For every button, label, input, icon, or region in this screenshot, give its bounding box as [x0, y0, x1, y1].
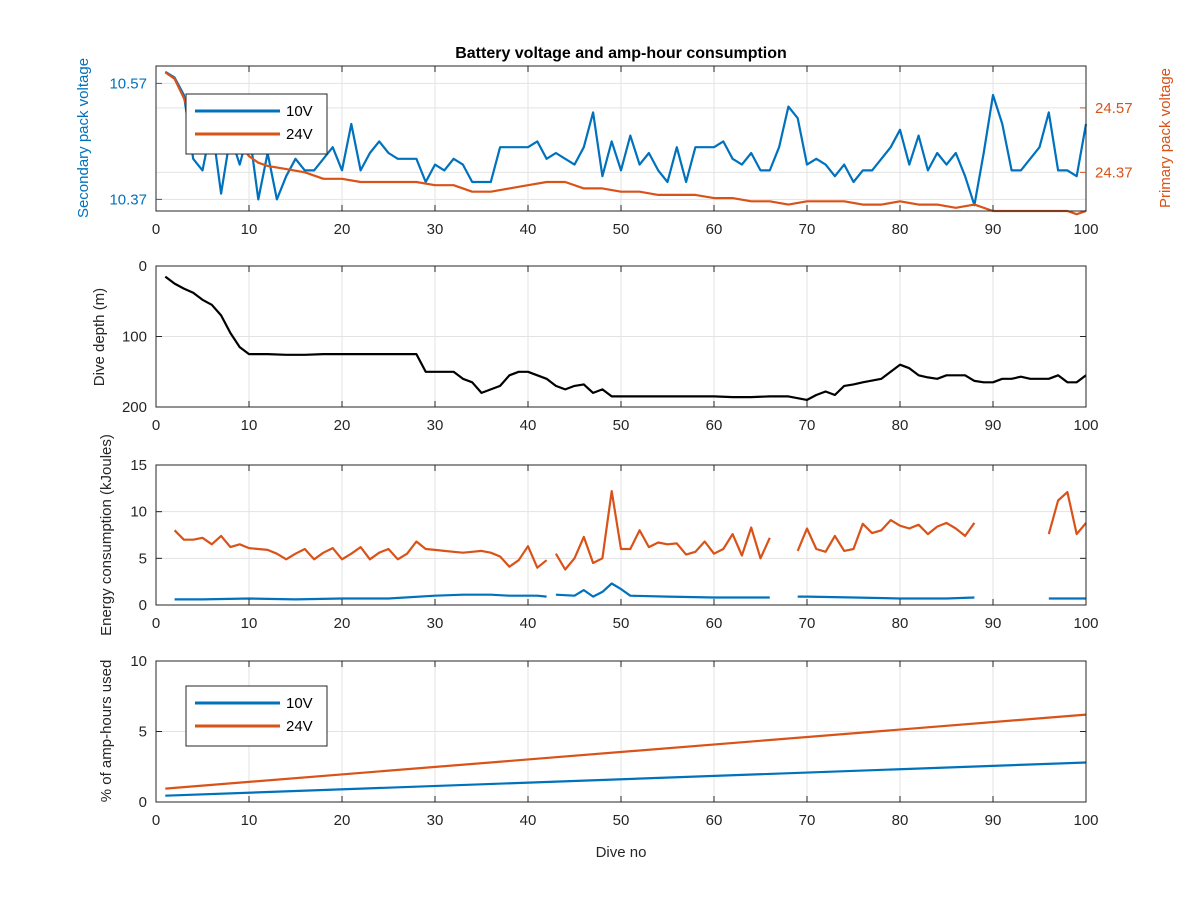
voltage-right-y-tick-label: 24.57: [1095, 100, 1133, 117]
energy-x-tick-label: 100: [1073, 615, 1098, 632]
voltage-x-tick-label: 10: [241, 221, 258, 238]
amphour-y-tick-label: 10: [130, 653, 147, 670]
amphour-xlabel: Dive no: [596, 844, 647, 861]
amphour-x-tick-label: 90: [985, 812, 1002, 829]
voltage-y-tick-label: 10.37: [109, 191, 147, 208]
voltage-x-tick-label: 60: [706, 221, 723, 238]
depth-x-tick-label: 100: [1073, 417, 1098, 434]
voltage-x-tick-label: 40: [520, 221, 537, 238]
depth-x-tick-label: 50: [613, 417, 630, 434]
voltage-24v-series-line: [164, 71, 1087, 216]
energy-x-tick-label: 70: [799, 615, 816, 632]
energy-y-tick-label: 5: [139, 550, 147, 567]
voltage-right-y-tick-label: 24.37: [1095, 164, 1133, 181]
chart-title: Battery voltage and amp-hour consumption: [455, 45, 787, 62]
amphour-10v-series-line: [165, 761, 1087, 797]
energy-x-tick-label: 50: [613, 615, 630, 632]
depth-y-tick-label: 0: [139, 258, 147, 275]
amphour-x-tick-label: 50: [613, 812, 630, 829]
amphour-x-tick-label: 0: [152, 812, 160, 829]
amphour-x-tick-label: 30: [427, 812, 444, 829]
amphour-y-tick-label: 5: [139, 724, 147, 741]
voltage-legend-label-10v: 10V: [286, 103, 313, 120]
energy-x-tick-label: 90: [985, 615, 1002, 632]
energy-ylabel: Energy consumption (kJoules): [98, 434, 115, 636]
amphour-x-tick-label: 100: [1073, 812, 1098, 829]
amphour-legend-label-10v: 10V: [286, 695, 313, 712]
depth-plot: 0 10 20 30 40 50 60 70 80 90 100 0 100 200: [122, 258, 1099, 434]
voltage-x-tick-label: 70: [799, 221, 816, 238]
energy-x-tick-label: 80: [892, 615, 909, 632]
voltage-x-tick-label: 80: [892, 221, 909, 238]
depth-x-tick-label: 60: [706, 417, 723, 434]
amphour-x-tick-label: 40: [520, 812, 537, 829]
voltage-y-tick-label: 10.57: [109, 75, 147, 92]
depth-x-tick-label: 40: [520, 417, 537, 434]
energy-y-tick-label: 15: [130, 457, 147, 474]
voltage-x-tick-label: 20: [334, 221, 351, 238]
voltage-10v-series-line: [164, 70, 1088, 207]
amphour-x-tick-label: 60: [706, 812, 723, 829]
energy-x-tick-label: 40: [520, 615, 537, 632]
voltage-legend-box: [185, 93, 328, 155]
depth-y-tick-label: 200: [122, 399, 147, 416]
amphour-24v-series-line: [165, 713, 1087, 790]
voltage-legend-label-24v: 24V: [286, 126, 313, 143]
voltage-x-tick-label: 30: [427, 221, 444, 238]
amphour-x-tick-label: 10: [241, 812, 258, 829]
depth-x-tick-label: 70: [799, 417, 816, 434]
amphour-x-tick-label: 80: [892, 812, 909, 829]
depth-x-tick-label: 30: [427, 417, 444, 434]
energy-10v-series-line: [174, 582, 1086, 601]
voltage-left-ylabel: Secondary pack voltage: [75, 58, 92, 218]
voltage-right-ylabel: Primary pack voltage: [1157, 68, 1174, 208]
energy-x-tick-label: 0: [152, 615, 160, 632]
depth-y-tick-label: 100: [122, 329, 147, 346]
amphour-x-tick-label: 20: [334, 812, 351, 829]
voltage-x-tick-label: 0: [152, 221, 160, 238]
voltage-x-tick-label: 100: [1073, 221, 1098, 238]
depth-ylabel: Dive depth (m): [91, 288, 108, 386]
depth-x-tick-label: 0: [152, 417, 160, 434]
energy-x-tick-label: 20: [334, 615, 351, 632]
amphour-legend-label-24v: 24V: [286, 718, 313, 735]
energy-y-tick-label: 10: [130, 504, 147, 521]
depth-depth-series-line: [164, 275, 1087, 401]
depth-x-tick-label: 80: [892, 417, 909, 434]
amphour-y-tick-label: 0: [139, 794, 147, 811]
voltage-x-tick-label: 90: [985, 221, 1002, 238]
depth-x-tick-label: 10: [241, 417, 258, 434]
amphour-legend-box: [185, 685, 328, 747]
voltage-plot: 0 10 20 30 40 50 60 70 80 90 100 10.37 10.57 24.37 24.…: [109, 65, 1133, 238]
energy-x-tick-label: 10: [241, 615, 258, 632]
energy-x-tick-label: 30: [427, 615, 444, 632]
energy-plot: 0 10 20 30 40 50 60 70 80 90 100 0 5 10 15: [130, 457, 1098, 632]
energy-x-tick-label: 60: [706, 615, 723, 632]
voltage-x-tick-label: 50: [613, 221, 630, 238]
energy-y-tick-label: 0: [139, 597, 147, 614]
depth-x-tick-label: 20: [334, 417, 351, 434]
energy-24v-series-line: [173, 490, 1087, 571]
amphour-ylabel: % of amp-hours used: [98, 660, 115, 803]
amphour-x-tick-label: 70: [799, 812, 816, 829]
depth-x-tick-label: 90: [985, 417, 1002, 434]
